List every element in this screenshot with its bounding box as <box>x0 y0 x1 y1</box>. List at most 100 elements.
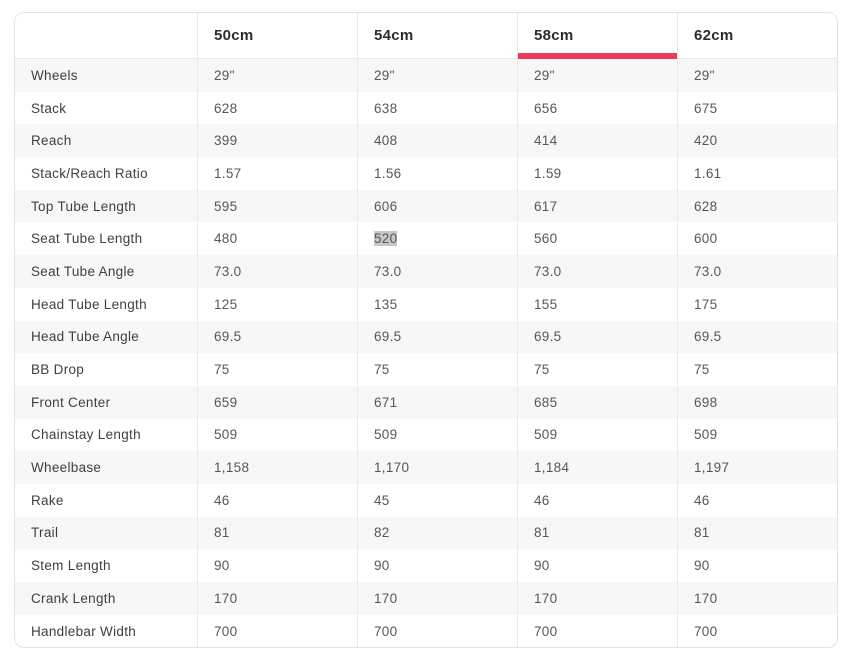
geometry-value-cell: 659 <box>197 385 357 419</box>
geometry-value-cell: 675 <box>677 91 837 125</box>
table-row: Wheels 29" 29" 29" 29" <box>15 59 837 92</box>
row-label: Head Tube Length <box>31 296 147 312</box>
geometry-value-cell: 69.5 <box>357 320 517 354</box>
row-label: Seat Tube Angle <box>15 255 197 288</box>
geometry-value-cell: 1.56 <box>357 157 517 190</box>
row-label: Stack <box>31 100 67 116</box>
geometry-value-cell: 700 <box>357 614 517 648</box>
geometry-value-cell: 46 <box>677 483 837 517</box>
geometry-value-cell: 81 <box>197 516 357 550</box>
row-label: Reach <box>15 124 197 158</box>
geometry-value-cell: 90 <box>197 549 357 582</box>
tab-size-58cm-active[interactable]: 58cm <box>517 13 677 59</box>
table-row: Rake 46 45 46 46 <box>15 483 837 517</box>
geometry-value-cell: 69.5 <box>517 320 677 354</box>
table-row: Seat Tube Length 480 520 560 600 <box>15 222 837 256</box>
geometry-value-cell: 155 <box>517 287 677 321</box>
geometry-value-cell: 509 <box>677 418 837 452</box>
tab-size-label: 62cm <box>694 27 734 44</box>
table-row: Trail 81 82 81 81 <box>15 516 837 550</box>
geometry-value-cell: 90 <box>517 549 677 582</box>
geometry-value-cell: 75 <box>517 353 677 386</box>
geometry-value-cell: 90 <box>677 549 837 582</box>
row-label: Head Tube Angle <box>15 320 197 354</box>
geometry-value-cell: 1,158 <box>197 451 357 484</box>
geometry-value-cell: 73.0 <box>677 255 837 288</box>
tab-size-label: 50cm <box>214 27 254 44</box>
row-label: Wheels <box>15 59 197 92</box>
tab-size-54cm[interactable]: 54cm <box>357 13 517 59</box>
geometry-value-cell: 399 <box>197 124 357 158</box>
table-row: Stack 628 638 656 675 <box>15 91 837 125</box>
geometry-value-cell: 75 <box>197 353 357 386</box>
geometry-value-cell: 29" <box>357 59 517 92</box>
corner-cell <box>15 13 197 59</box>
table-row: Stem Length 90 90 90 90 <box>15 549 837 582</box>
geometry-value-cell: 700 <box>197 614 357 648</box>
geometry-value-cell: 81 <box>517 516 677 550</box>
geometry-value-cell: 81 <box>677 516 837 550</box>
geometry-value-cell: 46 <box>197 483 357 517</box>
geometry-value-cell: 509 <box>357 418 517 452</box>
row-label: Rake <box>31 492 64 508</box>
row-label: Stack/Reach Ratio <box>31 165 148 181</box>
geometry-value-cell: 73.0 <box>517 255 677 288</box>
row-label: Trail <box>15 516 197 550</box>
geometry-value-cell: 46 <box>517 483 677 517</box>
geometry-value-cell: 617 <box>517 189 677 223</box>
geometry-value-cell: 509 <box>197 418 357 452</box>
geometry-value-cell: 69.5 <box>197 320 357 354</box>
geometry-value-cell: 175 <box>677 287 837 321</box>
row-label: Handlebar Width <box>31 623 137 639</box>
geometry-value-cell: 1,170 <box>357 451 517 484</box>
geometry-value-cell: 600 <box>677 222 837 256</box>
active-size-underline <box>518 53 677 59</box>
geometry-value-cell: 90 <box>357 549 517 582</box>
table-row: Front Center 659 671 685 698 <box>15 385 837 419</box>
table-row: Top Tube Length 595 606 617 628 <box>15 189 837 223</box>
geometry-value-cell: 520 <box>357 222 517 256</box>
geometry-value-cell: 73.0 <box>197 255 357 288</box>
geometry-value-cell: 69.5 <box>677 320 837 354</box>
geometry-value-cell: 480 <box>197 222 357 256</box>
geometry-value-cell: 671 <box>357 385 517 419</box>
table-row: Wheelbase 1,158 1,170 1,184 1,197 <box>15 451 837 484</box>
table-row: Stack/Reach Ratio 1.57 1.56 1.59 1.61 <box>15 157 837 190</box>
row-label: Front Center <box>15 385 197 419</box>
geometry-value-cell: 73.0 <box>357 255 517 288</box>
geometry-value-cell: 698 <box>677 385 837 419</box>
geometry-value-cell: 45 <box>357 483 517 517</box>
geometry-value-cell: 420 <box>677 124 837 158</box>
geometry-value-cell: 82 <box>357 516 517 550</box>
geometry-value-cell: 170 <box>357 582 517 615</box>
geometry-value-cell: 509 <box>517 418 677 452</box>
geometry-value-cell: 700 <box>517 614 677 648</box>
selected-text: 520 <box>374 231 398 247</box>
tab-size-62cm[interactable]: 62cm <box>677 13 837 59</box>
tab-size-50cm[interactable]: 50cm <box>197 13 357 59</box>
row-label: Stem Length <box>31 558 111 574</box>
row-label: Wheelbase <box>15 451 197 484</box>
row-label: BB Drop <box>31 362 85 378</box>
geometry-value-cell: 29" <box>197 59 357 92</box>
geometry-value-cell: 700 <box>677 614 837 648</box>
geometry-value-cell: 29" <box>517 59 677 92</box>
geometry-value-cell: 75 <box>677 353 837 386</box>
geometry-value-cell: 606 <box>357 189 517 223</box>
table-row: Seat Tube Angle 73.0 73.0 73.0 73.0 <box>15 255 837 288</box>
row-label: Chainstay Length <box>31 427 141 443</box>
geometry-value-cell: 628 <box>677 189 837 223</box>
geometry-value-cell: 29" <box>677 59 837 92</box>
geometry-value-cell: 1,197 <box>677 451 837 484</box>
geometry-value-cell: 135 <box>357 287 517 321</box>
table-row: Crank Length 170 170 170 170 <box>15 582 837 615</box>
geometry-value-cell: 75 <box>357 353 517 386</box>
tab-size-label: 58cm <box>534 27 574 44</box>
geometry-table: 50cm 54cm 58cm 62cm Wheels 29" 29" 29" 2… <box>14 12 838 649</box>
geometry-value-cell: 638 <box>357 91 517 125</box>
table-row: Chainstay Length 509 509 509 509 <box>15 418 837 452</box>
geometry-value-cell: 414 <box>517 124 677 158</box>
geometry-value-cell: 560 <box>517 222 677 256</box>
geometry-value-cell: 628 <box>197 91 357 125</box>
geometry-value-cell: 656 <box>517 91 677 125</box>
